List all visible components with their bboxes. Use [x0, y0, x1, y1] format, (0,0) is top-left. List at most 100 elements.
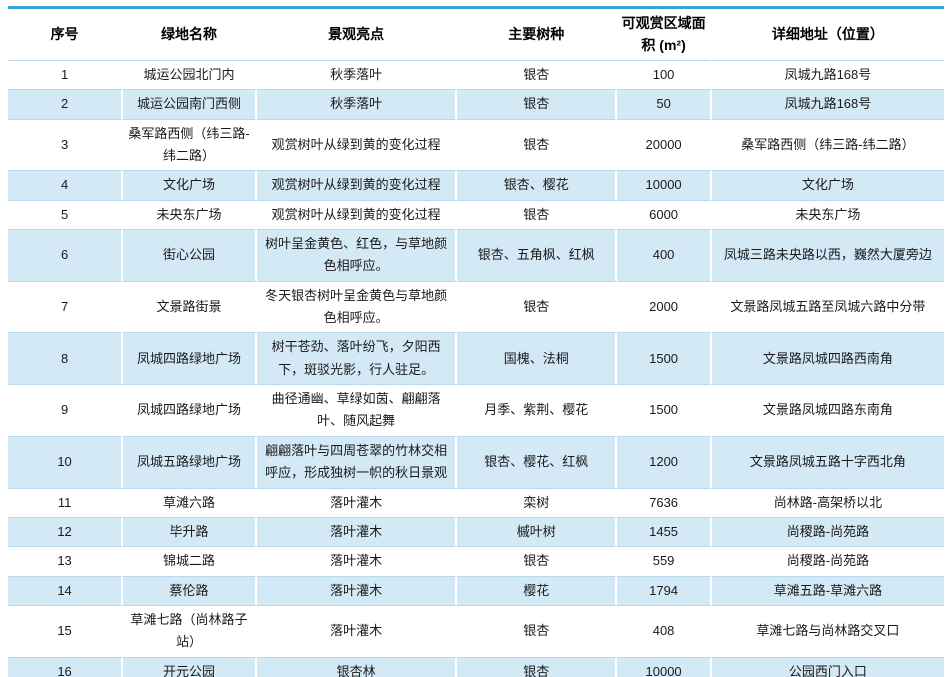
cell-area: 10000	[617, 171, 712, 201]
cell-species: 银杏	[457, 281, 618, 334]
header-cell-species: 主要树种	[457, 9, 618, 61]
table-row: 13 锦城二路 落叶灌木 银杏 559 尚稷路-尚苑路	[8, 547, 944, 577]
header-cell-name: 绿地名称	[123, 9, 257, 61]
table-row: 3 桑军路西侧（纬三路-纬二路） 观赏树叶从绿到黄的变化过程 银杏 20000 桑军路西侧…	[8, 119, 944, 172]
cell-address: 公园西门入口	[711, 657, 944, 677]
cell-area: 1500	[617, 333, 712, 386]
cell-highlight: 秋季落叶	[256, 90, 458, 120]
cell-highlight: 冬天银杏树叶呈金黄色与草地颜色相呼应。	[256, 281, 458, 334]
cell-address: 文景路凤城四路东南角	[711, 385, 944, 437]
cell-area: 7636	[617, 488, 712, 518]
cell-num: 4	[8, 171, 124, 201]
cell-highlight: 银杏林	[256, 657, 458, 677]
cell-address: 凤城九路168号	[711, 90, 944, 120]
cell-highlight: 翩翩落叶与四周苍翠的竹林交相呼应，形成独树一帜的秋日景观	[256, 436, 458, 489]
cell-address: 文化广场	[711, 171, 944, 201]
table-row: 1 城运公园北门内 秋季落叶 银杏 100 凤城九路168号	[8, 60, 944, 91]
cell-species: 银杏	[457, 90, 618, 120]
cell-num: 8	[8, 333, 124, 386]
table-row: 15 草滩七路（尚林路子站） 落叶灌木 银杏 408 草滩七路与尚林路交叉口	[8, 605, 944, 658]
cell-area: 1500	[617, 385, 712, 437]
table-row: 16 开元公园 银杏林 银杏 10000 公园西门入口	[8, 657, 944, 677]
table-row: 11 草滩六路 落叶灌木 栾树 7636 尚林路-高架桥以北	[8, 488, 944, 518]
cell-species: 银杏	[457, 60, 618, 91]
cell-area: 559	[617, 547, 712, 577]
cell-name: 草滩七路（尚林路子站）	[123, 605, 257, 658]
cell-name: 未央东广场	[123, 200, 257, 230]
cell-highlight: 秋季落叶	[256, 60, 458, 91]
cell-address: 文景路凤城五路至凤城六路中分带	[711, 282, 944, 334]
cell-address: 草滩七路与尚林路交叉口	[711, 606, 944, 658]
cell-name: 街心公园	[123, 229, 257, 282]
cell-highlight: 曲径通幽、草绿如茵、翩翩落叶、随风起舞	[256, 385, 458, 437]
cell-name: 城运公园北门内	[123, 60, 257, 91]
cell-area: 408	[617, 605, 712, 658]
cell-species: 银杏	[457, 657, 618, 677]
cell-num: 16	[8, 657, 124, 677]
table-row: 4 文化广场 观赏树叶从绿到黄的变化过程 银杏、樱花 10000 文化广场	[8, 171, 944, 201]
table-row: 7 文景路街景 冬天银杏树叶呈金黄色与草地颜色相呼应。 银杏 2000 文景路凤城五路至凤…	[8, 281, 944, 334]
table-header-row: 序号 绿地名称 景观亮点 主要树种 可观赏区域面积 (m²) 详细地址（位置）	[8, 9, 944, 61]
cell-area: 2000	[617, 281, 712, 334]
green-space-table: 序号 绿地名称 景观亮点 主要树种 可观赏区域面积 (m²) 详细地址（位置） …	[8, 6, 944, 677]
cell-name: 草滩六路	[123, 488, 257, 518]
header-cell-num: 序号	[8, 9, 124, 61]
table-row: 10 凤城五路绿地广场 翩翩落叶与四周苍翠的竹林交相呼应，形成独树一帜的秋日景观 银杏…	[8, 436, 944, 489]
cell-name: 凤城五路绿地广场	[123, 436, 257, 489]
cell-highlight: 落叶灌木	[256, 576, 458, 606]
cell-address: 文景路凤城五路十字西北角	[711, 436, 944, 489]
cell-name: 文化广场	[123, 171, 257, 201]
cell-area: 20000	[617, 119, 712, 172]
cell-highlight: 落叶灌木	[256, 488, 458, 518]
table-row: 14 蔡伦路 落叶灌木 樱花 1794 草滩五路-草滩六路	[8, 576, 944, 606]
cell-num: 7	[8, 281, 124, 334]
header-cell-area: 可观赏区域面积 (m²)	[617, 9, 712, 61]
cell-address: 凤城三路未央路以西，巍然大厦旁边	[711, 229, 944, 282]
cell-num: 1	[8, 60, 124, 91]
cell-species: 银杏、樱花、红枫	[457, 436, 618, 489]
cell-highlight: 树叶呈金黄色、红色，与草地颜色相呼应。	[256, 229, 458, 282]
cell-area: 1455	[617, 517, 712, 548]
cell-num: 5	[8, 200, 124, 230]
cell-num: 6	[8, 229, 124, 282]
cell-address: 尚稷路-尚苑路	[711, 517, 944, 548]
cell-area: 1794	[617, 576, 712, 606]
cell-name: 锦城二路	[123, 547, 257, 577]
cell-name: 蔡伦路	[123, 576, 257, 606]
cell-species: 槭叶树	[457, 517, 618, 548]
cell-name: 开元公园	[123, 657, 257, 677]
cell-area: 1200	[617, 436, 712, 489]
cell-address: 尚稷路-尚苑路	[711, 547, 944, 577]
cell-name: 凤城四路绿地广场	[123, 333, 257, 386]
cell-highlight: 观赏树叶从绿到黄的变化过程	[256, 171, 458, 201]
table-body: 1 城运公园北门内 秋季落叶 银杏 100 凤城九路168号 2 城运公园南门西侧 秋季落叶 银杏…	[8, 60, 944, 677]
table-row: 12 毕升路 落叶灌木 槭叶树 1455 尚稷路-尚苑路	[8, 517, 944, 548]
cell-num: 10	[8, 436, 124, 489]
cell-address: 草滩五路-草滩六路	[711, 576, 944, 606]
table-row: 2 城运公园南门西侧 秋季落叶 银杏 50 凤城九路168号	[8, 90, 944, 120]
cell-species: 银杏	[457, 200, 618, 230]
cell-num: 3	[8, 119, 124, 172]
table-row: 6 街心公园 树叶呈金黄色、红色，与草地颜色相呼应。 银杏、五角枫、红枫 400 凤城三路…	[8, 229, 944, 282]
table-row: 9 凤城四路绿地广场 曲径通幽、草绿如茵、翩翩落叶、随风起舞 月季、紫荆、樱花 1500…	[8, 385, 944, 437]
cell-num: 11	[8, 488, 124, 518]
cell-highlight: 树干苍劲、落叶纷飞，夕阳西下，斑驳光影，行人驻足。	[256, 333, 458, 386]
header-cell-address: 详细地址（位置）	[711, 9, 944, 61]
table-row: 8 凤城四路绿地广场 树干苍劲、落叶纷飞，夕阳西下，斑驳光影，行人驻足。 国槐、法桐 1…	[8, 333, 944, 386]
cell-species: 国槐、法桐	[457, 333, 618, 386]
cell-highlight: 落叶灌木	[256, 547, 458, 577]
cell-area: 50	[617, 90, 712, 120]
cell-area: 6000	[617, 200, 712, 230]
cell-highlight: 观赏树叶从绿到黄的变化过程	[256, 119, 458, 172]
cell-address: 桑军路西侧（纬三路-纬二路）	[711, 120, 944, 172]
cell-name: 凤城四路绿地广场	[123, 385, 257, 437]
cell-species: 银杏	[457, 119, 618, 172]
table-row: 5 未央东广场 观赏树叶从绿到黄的变化过程 银杏 6000 未央东广场	[8, 200, 944, 230]
header-cell-highlight: 景观亮点	[256, 9, 458, 61]
cell-address: 凤城九路168号	[711, 61, 944, 91]
cell-address: 尚林路-高架桥以北	[711, 489, 944, 518]
cell-name: 桑军路西侧（纬三路-纬二路）	[123, 119, 257, 172]
cell-area: 400	[617, 229, 712, 282]
cell-num: 2	[8, 90, 124, 120]
